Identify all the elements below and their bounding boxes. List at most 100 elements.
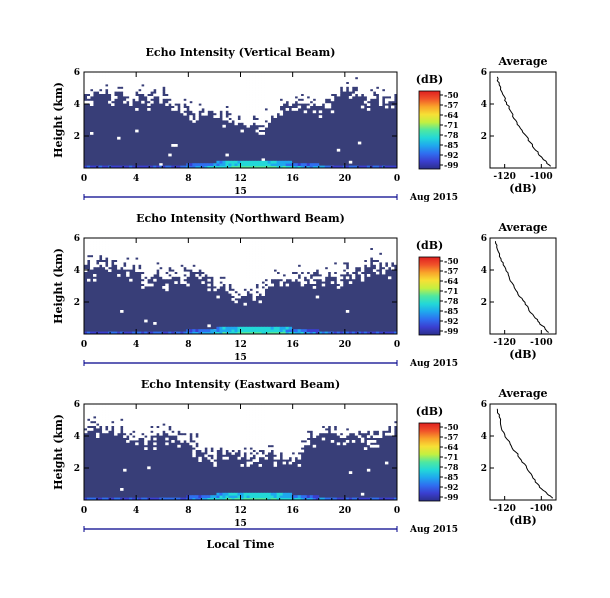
no-echo-cell: [84, 404, 88, 407]
echo-cell: [363, 165, 368, 169]
no-echo-cell: [168, 420, 172, 424]
no-echo-cell: [186, 79, 190, 82]
no-echo-cell: [300, 245, 305, 248]
no-echo-cell: [345, 259, 350, 263]
no-echo-cell: [336, 430, 341, 434]
no-echo-cell: [213, 88, 217, 92]
no-echo-cell: [279, 449, 284, 453]
no-echo-cell: [246, 428, 250, 431]
no-echo-cell: [174, 98, 178, 102]
no-echo-cell: [198, 404, 202, 407]
no-echo-cell: [255, 411, 259, 414]
no-echo-cell: [243, 302, 247, 306]
no-echo-cell: [198, 96, 202, 99]
no-echo-cell: [99, 79, 103, 82]
no-echo-cell: [303, 262, 308, 265]
no-echo-cell: [216, 100, 220, 104]
no-echo-cell: [330, 271, 335, 275]
no-echo-cell: [315, 416, 320, 419]
no-echo-cell: [204, 418, 208, 422]
no-echo-cell: [222, 266, 226, 270]
no-echo-cell: [171, 432, 175, 436]
no-echo-cell: [147, 72, 151, 75]
no-echo-cell: [360, 274, 365, 277]
no-echo-cell: [306, 442, 311, 446]
no-echo-cell: [93, 408, 97, 412]
no-echo-cell: [180, 247, 184, 251]
no-echo-cell: [126, 242, 130, 246]
no-echo-cell: [87, 84, 91, 87]
no-echo-cell: [114, 250, 118, 253]
no-echo-cell: [258, 264, 262, 268]
colorbar-tick-label: -85: [444, 306, 458, 316]
no-echo-cell: [264, 96, 268, 99]
no-echo-cell: [216, 444, 220, 448]
no-echo-cell: [342, 259, 347, 263]
no-echo-cell: [276, 81, 281, 85]
no-echo-cell: [195, 416, 199, 419]
no-echo-cell: [174, 420, 178, 424]
colorbar-gradient: [418, 90, 441, 170]
no-echo-cell: [291, 430, 296, 434]
no-echo-cell: [273, 456, 278, 460]
no-echo-cell: [207, 411, 211, 414]
echo-cell: [225, 329, 229, 332]
no-echo-cell: [207, 96, 211, 99]
no-echo-cell: [102, 264, 106, 268]
no-echo-cell: [183, 74, 187, 78]
no-echo-cell: [138, 257, 142, 260]
no-echo-cell: [393, 79, 398, 82]
no-echo-cell: [153, 247, 157, 251]
no-echo-cell: [360, 252, 365, 256]
no-echo-cell: [240, 250, 244, 253]
no-echo-cell: [261, 259, 265, 263]
no-echo-cell: [216, 276, 220, 280]
no-echo-cell: [336, 86, 341, 90]
no-echo-cell: [315, 295, 320, 299]
no-echo-cell: [210, 72, 214, 75]
no-echo-cell: [288, 84, 293, 87]
no-echo-cell: [237, 295, 241, 299]
no-echo-cell: [252, 112, 256, 116]
no-echo-cell: [285, 420, 290, 424]
no-echo-cell: [96, 84, 100, 87]
no-echo-cell: [183, 93, 187, 97]
no-echo-cell: [189, 262, 193, 265]
no-echo-cell: [387, 276, 392, 280]
no-echo-cell: [90, 404, 94, 407]
no-echo-cell: [192, 240, 196, 244]
echo-cell: [237, 160, 241, 164]
no-echo-cell: [156, 411, 160, 414]
no-echo-cell: [183, 418, 187, 422]
no-echo-cell: [357, 245, 362, 248]
no-echo-cell: [273, 418, 278, 422]
no-echo-cell: [237, 76, 241, 80]
no-echo-cell: [285, 456, 290, 460]
no-echo-cell: [246, 288, 250, 292]
no-echo-cell: [285, 108, 290, 111]
no-echo-cell: [363, 91, 368, 94]
no-echo-cell: [282, 74, 287, 78]
echo-cell: [345, 165, 350, 169]
no-echo-cell: [306, 408, 311, 412]
no-echo-cell: [267, 440, 271, 443]
no-echo-cell: [195, 110, 199, 114]
no-echo-cell: [93, 247, 97, 251]
no-echo-cell: [201, 437, 205, 441]
no-echo-cell: [321, 254, 326, 258]
no-echo-cell: [285, 84, 290, 87]
no-echo-cell: [93, 81, 97, 85]
no-echo-cell: [153, 442, 157, 446]
no-echo-cell: [111, 245, 115, 248]
no-echo-cell: [210, 274, 214, 277]
no-echo-cell: [324, 105, 329, 109]
echo-cell: [258, 160, 262, 164]
no-echo-cell: [219, 81, 223, 85]
no-echo-cell: [249, 418, 253, 422]
no-echo-cell: [150, 257, 154, 260]
no-echo-cell: [168, 100, 172, 104]
no-echo-cell: [285, 411, 290, 414]
no-echo-cell: [279, 93, 284, 97]
no-echo-cell: [138, 72, 142, 75]
no-echo-cell: [339, 425, 344, 429]
